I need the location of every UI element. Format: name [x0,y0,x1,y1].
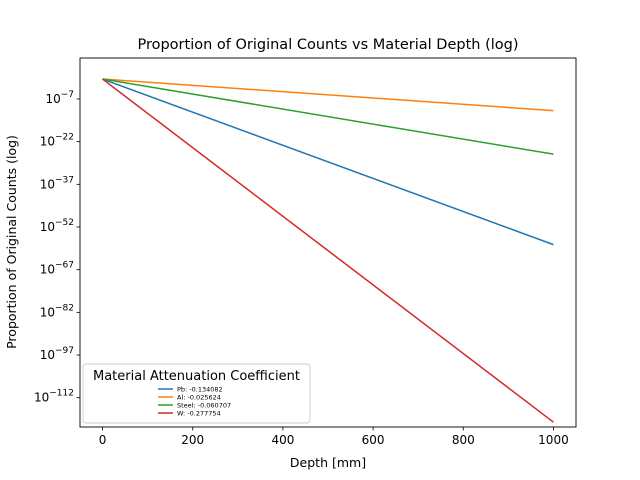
y-axis-label: Proportion of Original Counts (log) [4,135,19,349]
legend-label-3: W: -0.277754 [177,409,221,417]
y-tick-label: 10−67 [40,261,74,277]
legend-label-2: Steel: -0.060707 [177,401,231,409]
x-tick-label: 1000 [538,433,569,447]
series-line-3 [102,78,554,423]
x-tick-label: 200 [181,433,204,447]
y-tick-label: 10−22 [40,133,74,149]
series-line-1 [102,78,554,112]
y-tick-label: 10−37 [40,175,74,191]
x-tick-label: 600 [362,433,385,447]
series-line-2 [102,78,554,155]
y-tick-label: 10−7 [45,90,74,106]
x-tick-label: 400 [271,433,294,447]
y-tick-label: 10−82 [40,303,74,319]
legend-label-1: Al: -0.025624 [177,393,221,401]
plot-frame [79,57,577,428]
y-tick-label: 10−112 [34,389,74,405]
legend: Material Attenuation Coefficient Pb: -0.… [82,363,311,424]
chart-title: Proportion of Original Counts vs Materia… [137,37,518,53]
legend-label-0: Pb: -0.134082 [177,385,223,393]
x-axis-label: Depth [mm] [290,455,366,470]
x-tick-label: 0 [99,433,107,447]
y-tick-label: 10−52 [40,218,74,234]
y-axis-ticks: 10−7 10−22 10−37 10−52 10−67 10−82 10−97 10−112 [34,90,80,405]
plot-lines [102,78,554,423]
legend-title: Material Attenuation Coefficient [93,369,300,384]
x-axis-ticks: 0 200 400 600 800 1000 [99,427,569,447]
legend-box [82,363,311,424]
series-line-0 [102,78,554,246]
y-tick-label: 10−97 [40,346,74,362]
x-tick-label: 800 [452,433,475,447]
